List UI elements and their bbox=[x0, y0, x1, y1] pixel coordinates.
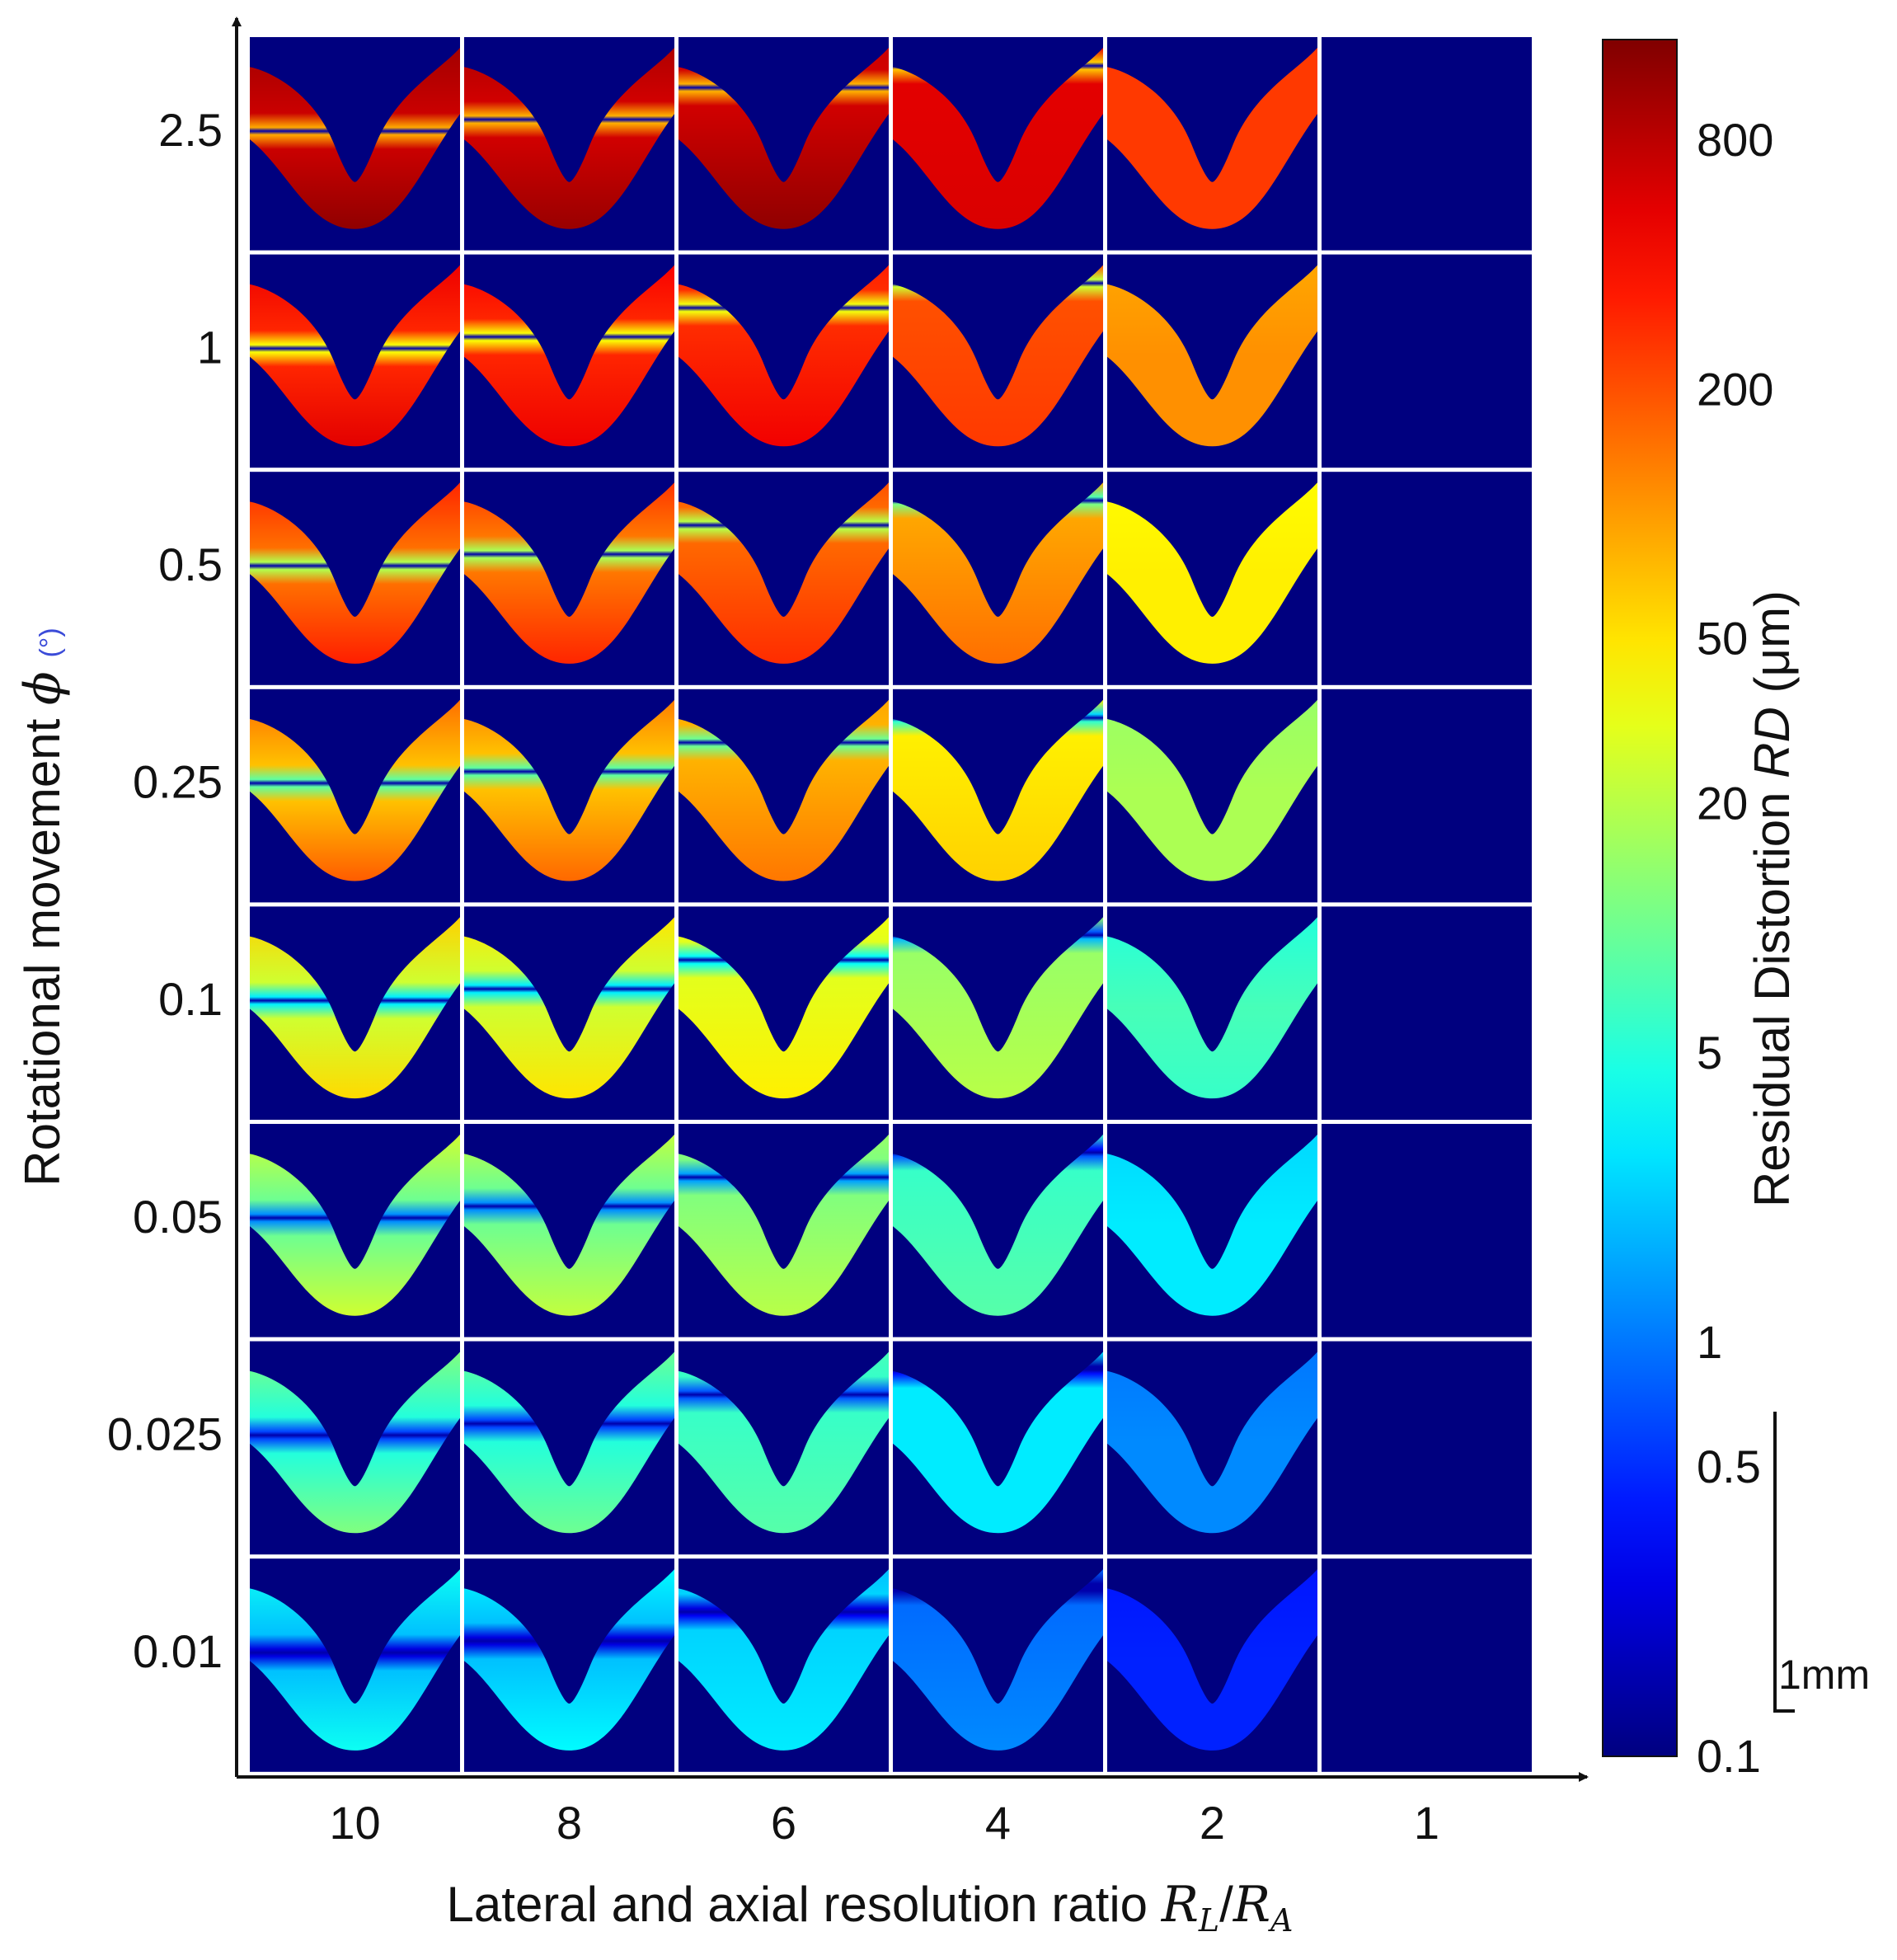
x-axis-sub-l: L bbox=[1198, 1902, 1219, 1939]
y-axis-unit: (°) bbox=[35, 627, 66, 657]
x-tick-labels: 10 8 6 4 2 1 bbox=[329, 1797, 1439, 1849]
x-axis-label-text: Lateral and axial resolution ratio bbox=[447, 1877, 1148, 1932]
distortion-shape-r0-c1 bbox=[464, 47, 674, 229]
x-tick-2: 2 bbox=[1200, 1797, 1225, 1849]
heatmap-panels bbox=[250, 37, 1532, 1772]
x-tick-8: 8 bbox=[556, 1797, 582, 1849]
distortion-shape-r4-c3 bbox=[893, 917, 1103, 1099]
distortion-shape-r1-c4 bbox=[1107, 265, 1317, 447]
distortion-shape-r3-c0 bbox=[250, 699, 460, 881]
distortion-shape-r4-c0 bbox=[250, 917, 460, 1099]
panel-r6-c5 bbox=[1322, 1341, 1532, 1555]
distortion-shape-r0-c2 bbox=[679, 47, 889, 229]
colorbar-tick-20: 20 bbox=[1697, 778, 1748, 830]
distortion-shape-r5-c3 bbox=[893, 1134, 1103, 1316]
distortion-shape-r3-c1 bbox=[464, 699, 674, 881]
distortion-shape-r7-c0 bbox=[250, 1569, 460, 1751]
scale-bar-label: 1mm bbox=[1778, 1652, 1870, 1698]
y-tick-labels: 2.5 1 0.5 0.25 0.1 0.05 0.025 0.01 bbox=[107, 104, 223, 1677]
colorbar-label: Residual Distortion RD (μm) bbox=[1744, 590, 1800, 1207]
distortion-shape-r5-c4 bbox=[1107, 1134, 1317, 1316]
x-axis-symbol-ra: R bbox=[1233, 1876, 1270, 1934]
y-axis-symbol: ϕ bbox=[14, 671, 72, 705]
distortion-shape-r1-c1 bbox=[464, 265, 674, 447]
x-tick-4: 4 bbox=[985, 1797, 1011, 1849]
panel-r3-c5 bbox=[1322, 689, 1532, 903]
colorbar-ticks: 800 200 50 20 5 1 0.5 0.1 bbox=[1697, 114, 1773, 1782]
distortion-shape-r3-c4 bbox=[1107, 699, 1317, 881]
distortion-shape-r5-c0 bbox=[250, 1134, 460, 1316]
x-axis-slash: / bbox=[1219, 1877, 1233, 1932]
y-tick-0.01: 0.01 bbox=[133, 1625, 223, 1677]
panel-r2-c5 bbox=[1322, 472, 1532, 685]
distortion-shape-r3-c3 bbox=[893, 699, 1103, 881]
distortion-shape-r4-c2 bbox=[679, 917, 889, 1099]
distortion-shape-r2-c0 bbox=[250, 482, 460, 664]
distortion-shape-r6-c1 bbox=[464, 1351, 674, 1534]
distortion-shape-r2-c1 bbox=[464, 482, 674, 664]
distortion-shape-r1-c3 bbox=[893, 265, 1103, 447]
distortion-shape-r4-c1 bbox=[464, 917, 674, 1099]
distortion-shape-r2-c4 bbox=[1107, 482, 1317, 664]
x-axis-sub-a: A bbox=[1268, 1902, 1293, 1939]
distortion-shape-r7-c2 bbox=[679, 1569, 889, 1751]
distortion-shape-r2-c3 bbox=[893, 482, 1103, 664]
distortion-shape-r6-c2 bbox=[679, 1351, 889, 1534]
colorbar-tick-0.5: 0.5 bbox=[1697, 1441, 1761, 1492]
y-tick-0.5: 0.5 bbox=[158, 538, 223, 590]
distortion-shape-r6-c3 bbox=[893, 1351, 1103, 1534]
colorbar-tick-5: 5 bbox=[1697, 1027, 1722, 1079]
colorbar-tick-50: 50 bbox=[1697, 613, 1748, 665]
distortion-shape-r7-c3 bbox=[893, 1569, 1103, 1751]
colorbar-tick-0.1: 0.1 bbox=[1697, 1730, 1761, 1782]
y-tick-2.5: 2.5 bbox=[158, 104, 223, 156]
colorbar-label-unit: (μm) bbox=[1744, 590, 1800, 693]
distortion-shape-r2-c2 bbox=[679, 482, 889, 664]
distortion-shape-r0-c3 bbox=[893, 47, 1103, 229]
distortion-shape-r1-c2 bbox=[679, 265, 889, 447]
y-axis-label-text: Rotational movement bbox=[15, 718, 70, 1186]
distortion-shape-r0-c4 bbox=[1107, 47, 1317, 229]
distortion-shape-r4-c4 bbox=[1107, 917, 1317, 1099]
colorbar-tick-200: 200 bbox=[1697, 363, 1773, 415]
distortion-shape-r3-c2 bbox=[679, 699, 889, 881]
distortion-shape-r6-c4 bbox=[1107, 1351, 1317, 1534]
panel-r4-c5 bbox=[1322, 906, 1532, 1120]
colorbar-label-text: Residual Distortion bbox=[1744, 792, 1800, 1207]
colorbar bbox=[1602, 39, 1678, 1757]
panel-r1-c5 bbox=[1322, 254, 1532, 468]
y-tick-0.25: 0.25 bbox=[133, 756, 223, 808]
x-tick-1: 1 bbox=[1414, 1797, 1439, 1849]
x-tick-10: 10 bbox=[329, 1797, 380, 1849]
panel-r5-c5 bbox=[1322, 1124, 1532, 1337]
distortion-shape-r7-c1 bbox=[464, 1569, 674, 1751]
x-tick-6: 6 bbox=[771, 1797, 796, 1849]
colorbar-tick-1: 1 bbox=[1697, 1316, 1722, 1368]
panel-r7-c5 bbox=[1322, 1558, 1532, 1772]
x-axis-label: Lateral and axial resolution ratio RL/RA bbox=[447, 1876, 1294, 1939]
panel-r0-c5 bbox=[1322, 37, 1532, 251]
y-tick-1: 1 bbox=[197, 321, 223, 373]
scale-bar: 1mm bbox=[1773, 1412, 1870, 1713]
y-axis-label: Rotational movement ϕ (°) bbox=[14, 627, 72, 1186]
y-tick-0.05: 0.05 bbox=[133, 1191, 223, 1243]
distortion-shape-r6-c0 bbox=[250, 1351, 460, 1534]
colorbar-label-symbol: RD bbox=[1744, 707, 1800, 778]
panel-grid-background bbox=[250, 37, 1532, 1772]
distortion-shape-r7-c4 bbox=[1107, 1569, 1317, 1751]
x-axis-symbol-rl: R bbox=[1161, 1876, 1199, 1934]
distortion-shape-r0-c0 bbox=[250, 47, 460, 229]
colorbar-tick-800: 800 bbox=[1697, 114, 1773, 166]
y-tick-0.025: 0.025 bbox=[107, 1408, 223, 1459]
y-tick-0.1: 0.1 bbox=[158, 973, 223, 1025]
distortion-shape-r5-c1 bbox=[464, 1134, 674, 1316]
distortion-shape-r1-c0 bbox=[250, 265, 460, 447]
distortion-shape-r5-c2 bbox=[679, 1134, 889, 1316]
